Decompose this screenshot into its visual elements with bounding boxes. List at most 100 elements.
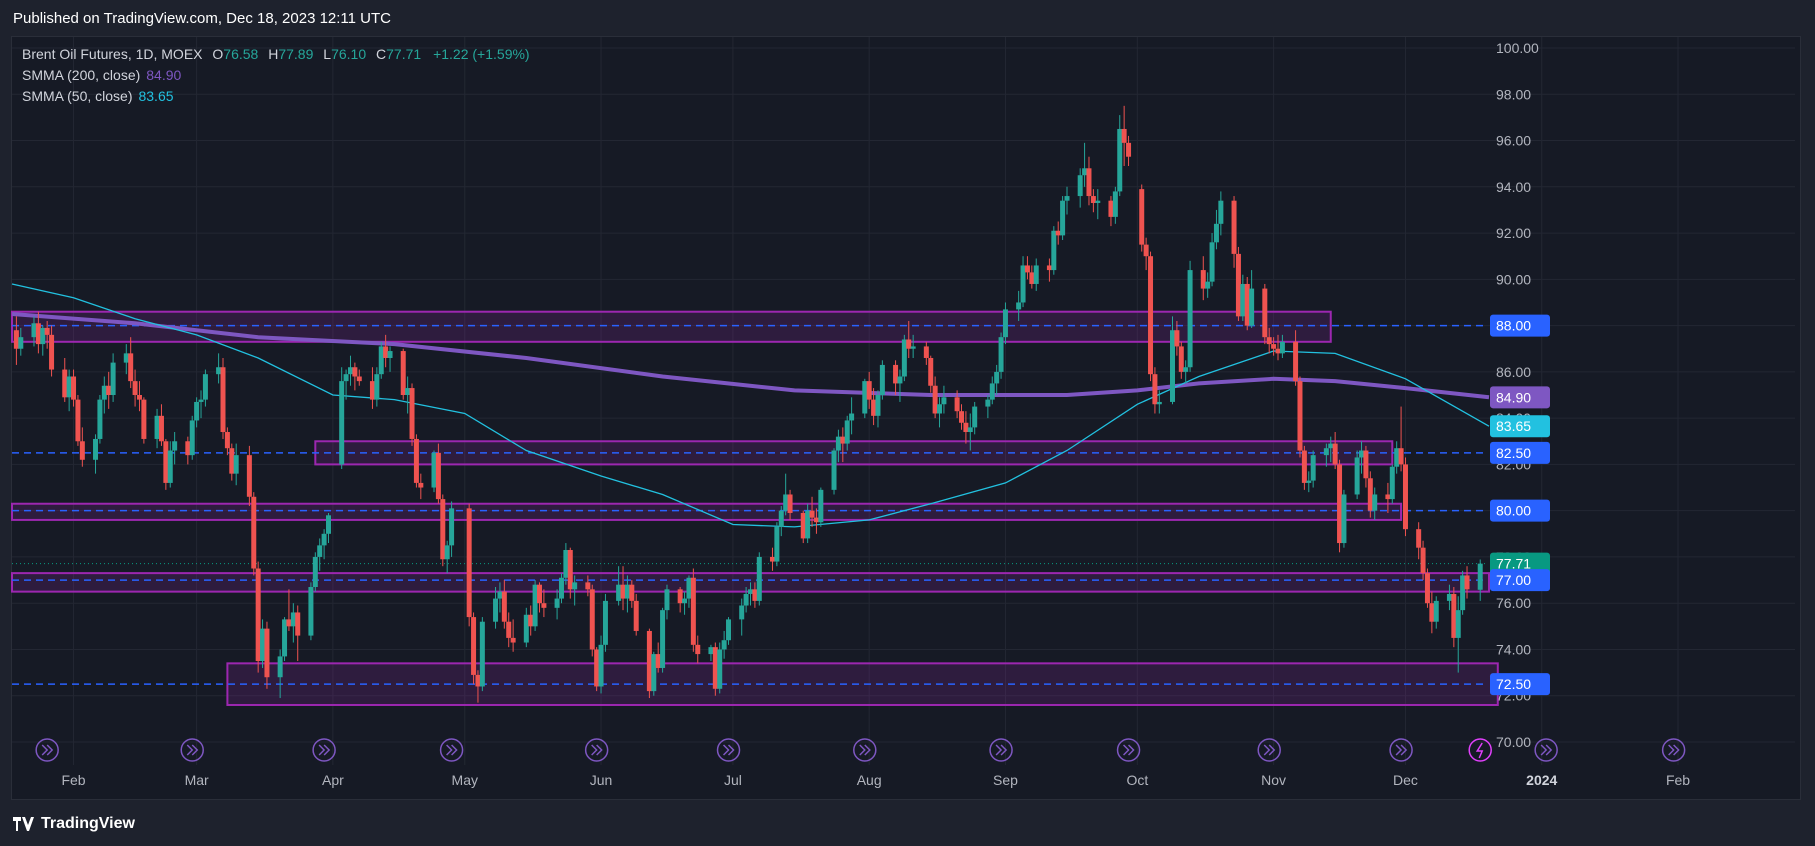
candle-body[interactable] xyxy=(756,556,762,601)
candle-body[interactable] xyxy=(1354,457,1360,495)
candle-body[interactable] xyxy=(726,619,732,641)
candle-body[interactable] xyxy=(71,376,77,400)
candle-body[interactable] xyxy=(158,415,164,442)
event-marker-icon[interactable] xyxy=(584,738,609,762)
candle-body[interactable] xyxy=(928,357,934,386)
price-scale-badge[interactable] xyxy=(1490,386,1550,409)
candle-body[interactable] xyxy=(1424,573,1430,604)
candle-body[interactable] xyxy=(1152,374,1158,405)
candle-body[interactable] xyxy=(972,406,978,428)
candle-body[interactable] xyxy=(537,584,542,604)
candle-body[interactable] xyxy=(475,674,481,687)
candle-body[interactable] xyxy=(1126,142,1132,157)
candle-body[interactable] xyxy=(1055,230,1061,236)
candle-body[interactable] xyxy=(308,587,314,636)
event-marker-icon[interactable] xyxy=(1257,738,1281,762)
candle-body[interactable] xyxy=(1385,494,1391,500)
candle-body[interactable] xyxy=(708,647,714,655)
candle-body[interactable] xyxy=(378,346,384,375)
candle-body[interactable] xyxy=(1420,547,1426,574)
candle-body[interactable] xyxy=(941,397,947,405)
candle-body[interactable] xyxy=(229,448,235,474)
candle-body[interactable] xyxy=(778,510,784,527)
candle-body[interactable] xyxy=(1460,575,1466,611)
event-marker-icon[interactable] xyxy=(853,738,877,762)
event-marker-icon[interactable] xyxy=(1534,738,1558,762)
candle-body[interactable] xyxy=(879,364,885,395)
candle-body[interactable] xyxy=(910,346,916,349)
smma200-line[interactable] xyxy=(11,312,1490,400)
candle-body[interactable] xyxy=(989,383,995,400)
candle-body[interactable] xyxy=(233,455,239,474)
candle-body[interactable] xyxy=(321,533,327,546)
candle-body[interactable] xyxy=(717,649,723,689)
candle-body[interactable] xyxy=(558,577,564,599)
candle-body[interactable] xyxy=(532,584,538,627)
candle-body[interactable] xyxy=(79,441,85,460)
legend-symbol[interactable]: Brent Oil Futures, 1D, MOEX xyxy=(22,46,203,62)
candle-body[interactable] xyxy=(585,582,591,590)
candle-body[interactable] xyxy=(1275,348,1281,354)
candle-body[interactable] xyxy=(172,441,178,451)
event-marker-icon[interactable] xyxy=(1661,738,1686,762)
candle-body[interactable] xyxy=(690,577,696,645)
candle-body[interactable] xyxy=(35,323,41,345)
candle-body[interactable] xyxy=(18,337,24,349)
candle-body[interactable] xyxy=(567,549,573,590)
candle-body[interactable] xyxy=(1200,270,1206,289)
support-resistance-zone[interactable] xyxy=(11,310,1332,343)
candle-body[interactable] xyxy=(136,395,142,400)
candle-body[interactable] xyxy=(1279,341,1285,354)
candle-body[interactable] xyxy=(40,327,46,345)
event-marker-icon[interactable] xyxy=(439,738,464,762)
candle-body[interactable] xyxy=(937,404,943,414)
candle-body[interactable] xyxy=(167,450,173,483)
candle-body[interactable] xyxy=(1359,450,1365,458)
price-scale-badge[interactable] xyxy=(1490,673,1550,696)
candle-body[interactable] xyxy=(1310,455,1316,481)
candle-body[interactable] xyxy=(1323,448,1329,456)
candle-body[interactable] xyxy=(444,545,450,560)
candle-body[interactable] xyxy=(251,496,257,569)
candle-body[interactable] xyxy=(589,589,595,650)
candle-body[interactable] xyxy=(510,637,516,643)
candle-body[interactable] xyxy=(317,545,323,557)
event-marker-icon[interactable] xyxy=(180,738,204,762)
event-marker-icon[interactable] xyxy=(989,738,1013,762)
candle-body[interactable] xyxy=(1293,341,1299,382)
candle-body[interactable] xyxy=(418,482,424,488)
candle-body[interactable] xyxy=(1464,575,1470,590)
candle-body[interactable] xyxy=(1024,265,1030,273)
candle-body[interactable] xyxy=(93,438,99,460)
candle-body[interactable] xyxy=(783,494,789,511)
event-marker-icon[interactable] xyxy=(716,738,741,762)
candle-body[interactable] xyxy=(624,584,630,599)
candle-body[interactable] xyxy=(123,353,129,363)
price-scale-badge[interactable] xyxy=(1490,441,1550,464)
candle-body[interactable] xyxy=(431,452,437,488)
candle-body[interactable] xyxy=(1077,175,1083,197)
candle-body[interactable] xyxy=(660,610,666,668)
candle-body[interactable] xyxy=(189,420,195,456)
candle-body[interactable] xyxy=(1143,244,1149,257)
candle-body[interactable] xyxy=(62,369,68,398)
candle-body[interactable] xyxy=(1266,337,1272,345)
candle-body[interactable] xyxy=(1148,256,1154,375)
candle-body[interactable] xyxy=(1341,494,1347,544)
candle-body[interactable] xyxy=(554,598,560,608)
candle-body[interactable] xyxy=(202,374,208,400)
candle-body[interactable] xyxy=(101,385,107,400)
tradingview-logo[interactable]: TradingView xyxy=(13,815,135,833)
candle-body[interactable] xyxy=(479,621,485,687)
candle-body[interactable] xyxy=(967,427,973,433)
candle-body[interactable] xyxy=(901,339,907,377)
candle-body[interactable] xyxy=(923,346,929,358)
candle-body[interactable] xyxy=(1112,191,1118,217)
candle-body[interactable] xyxy=(1372,494,1378,511)
smma50-line[interactable] xyxy=(11,283,1490,528)
candle-body[interactable] xyxy=(963,422,969,433)
candle-body[interactable] xyxy=(1244,283,1250,326)
candle-body[interactable] xyxy=(1108,200,1114,217)
legend-smma200-row[interactable]: SMMA (200, close) 84.90 xyxy=(22,65,530,86)
